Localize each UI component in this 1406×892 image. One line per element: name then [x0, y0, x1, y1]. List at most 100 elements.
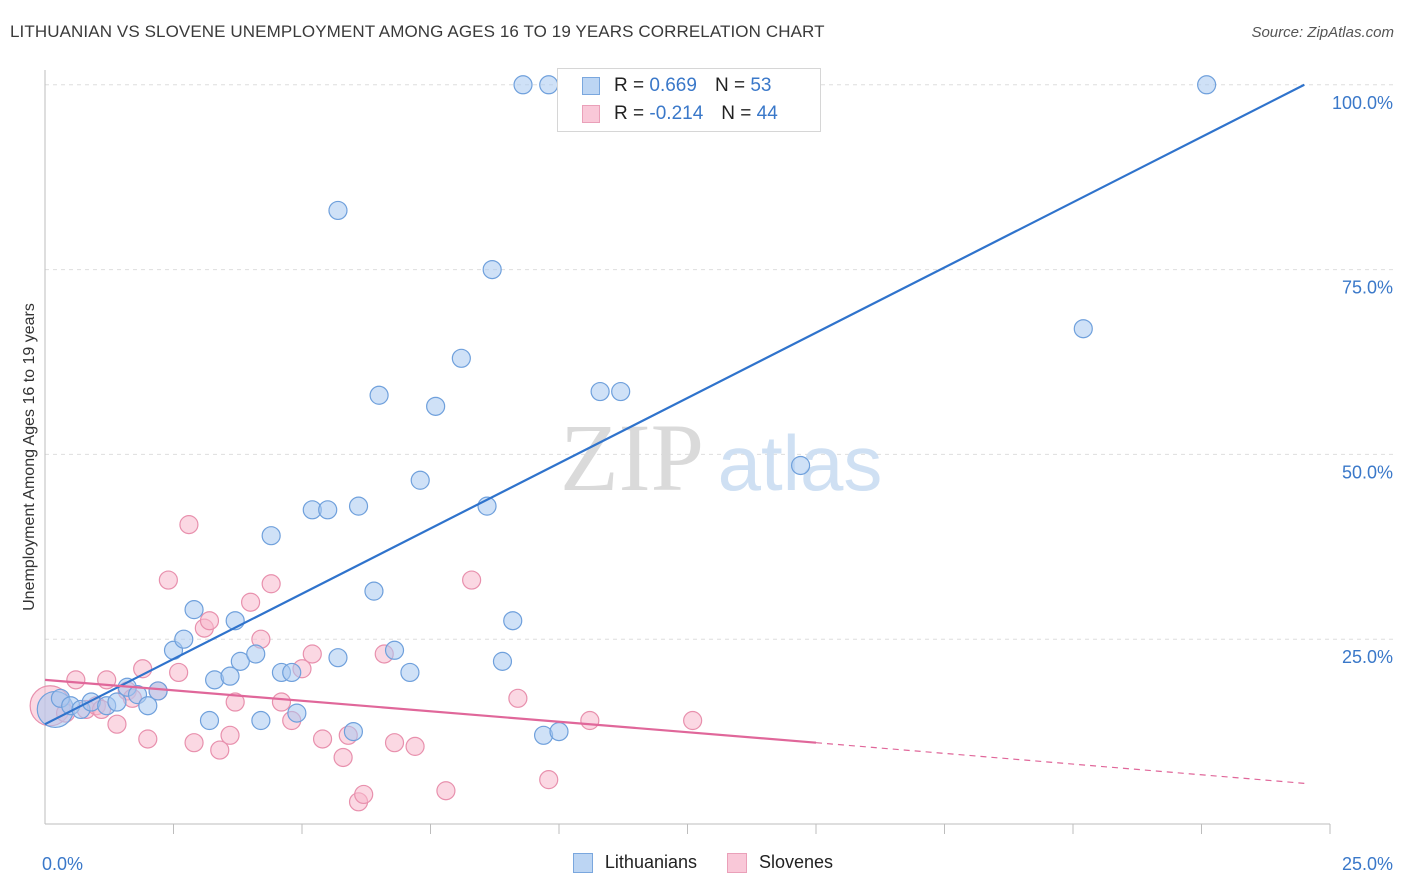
slovene-point — [436, 781, 456, 801]
legend-row-slovenes: R = -0.214 N = 44 — [582, 101, 778, 127]
slovene-point — [158, 570, 178, 590]
watermark: ZIP atlas — [560, 404, 882, 511]
correlation-legend: R = 0.669 N = 53 R = -0.214 N = 44 — [557, 68, 821, 132]
slovene-point — [354, 784, 374, 805]
legend-label-slovenes: Slovenes — [759, 852, 834, 872]
legend-swatch-pink — [582, 105, 600, 123]
series-legend: Lithuanians Slovenes — [0, 852, 1406, 873]
slovene-point — [462, 570, 482, 590]
r-label: R = — [614, 75, 645, 96]
lithuanian-point — [107, 692, 127, 712]
slovenes-trend-extension — [815, 742, 1305, 784]
slovenes-trend-line — [44, 678, 817, 744]
grid-lines — [45, 84, 1394, 640]
lithuanian-point — [590, 381, 610, 402]
lithuanian-point — [287, 703, 307, 723]
slovene-point — [508, 688, 528, 708]
legend-swatch-pink — [727, 852, 747, 873]
legend-label-lithuanians: Lithuanians — [604, 852, 697, 872]
lithuanian-point — [174, 629, 194, 649]
lithuanians-trend-line — [44, 83, 1305, 726]
lithuanian-point — [369, 385, 389, 405]
lithuanian-point — [503, 611, 523, 631]
n-value: 53 — [750, 75, 772, 96]
y-tick-label: 100.0% — [1332, 93, 1393, 113]
lithuanian-point — [328, 648, 348, 668]
lithuanian-point — [426, 396, 446, 416]
lithuanian-point — [199, 710, 220, 731]
x-tick-label: 25.0% — [1342, 854, 1393, 874]
lithuanian-point — [148, 681, 168, 701]
n-label: N = — [721, 103, 752, 124]
lithuanian-point — [410, 470, 430, 490]
lithuanian-point — [549, 721, 569, 742]
lithuanian-point — [482, 259, 502, 280]
watermark-zip: ZIP — [560, 404, 704, 511]
slovene-point — [539, 770, 559, 790]
lithuanian-point — [138, 696, 158, 716]
slovene-point — [225, 692, 245, 712]
x-tick-label: 0.0% — [42, 854, 83, 874]
y-tick-label: 50.0% — [1342, 462, 1393, 482]
lithuanian-point — [261, 526, 281, 546]
lithuanian-point — [384, 640, 405, 660]
lithuanian-point — [318, 500, 338, 520]
lithuanian-point — [343, 721, 363, 742]
lithuanian-point — [492, 651, 513, 671]
source-credit: Source: ZipAtlas.com — [1251, 24, 1394, 41]
tick-labels: 25.0% 50.0% 75.0% 100.0% 0.0% 25.0% — [42, 93, 1393, 874]
legend-swatch-blue — [572, 852, 593, 873]
lithuanian-point — [246, 644, 266, 664]
lithuanian-point — [539, 75, 559, 95]
slovene-point — [169, 662, 189, 683]
y-tick-label: 25.0% — [1342, 647, 1393, 667]
r-value: -0.214 — [649, 103, 704, 124]
r-label: R = — [614, 103, 645, 124]
slovene-point — [312, 729, 333, 749]
lithuanian-point — [400, 662, 420, 683]
legend-item-lithuanians: Lithuanians — [572, 852, 697, 873]
slovene-point — [241, 592, 261, 612]
lithuanian-point — [251, 710, 271, 731]
n-label: N = — [714, 75, 746, 96]
legend-row-lithuanians: R = 0.669 N = 53 — [582, 73, 771, 99]
lithuanian-point — [282, 662, 302, 683]
lithuanian-point — [451, 348, 471, 368]
slovene-point — [138, 729, 158, 749]
lithuanian-point — [1073, 319, 1093, 339]
slovene-point — [333, 747, 353, 768]
lithuanian-point — [220, 666, 240, 686]
r-value: 0.669 — [649, 75, 697, 96]
slovene-point — [271, 692, 292, 712]
slovene-point — [210, 740, 230, 760]
slovene-point — [66, 670, 86, 690]
legend-swatch-blue — [582, 77, 600, 95]
slovene-point — [405, 736, 425, 756]
slovene-point — [580, 710, 600, 731]
slovene-point — [384, 733, 405, 753]
slovene-point — [184, 733, 204, 753]
lithuanian-point — [184, 600, 204, 620]
lithuanian-point — [1197, 75, 1217, 95]
lithuanian-point — [348, 496, 369, 516]
trend-lines — [44, 83, 1305, 784]
lithuanian-point — [328, 200, 348, 221]
lithuanians-points — [36, 75, 1217, 745]
n-value: 44 — [756, 103, 778, 124]
lithuanian-point — [230, 651, 250, 671]
slovene-point — [261, 574, 281, 594]
lithuanian-point — [611, 381, 631, 402]
lithuanian-point — [513, 75, 533, 95]
lithuanian-point — [364, 581, 384, 601]
lithuanian-point — [790, 455, 811, 476]
chart-title: LITHUANIAN VS SLOVENE UNEMPLOYMENT AMONG… — [10, 22, 825, 41]
slovenes-points — [29, 515, 703, 812]
legend-item-slovenes: Slovenes — [727, 852, 833, 873]
y-tick-label: 75.0% — [1342, 278, 1393, 298]
slovene-point — [220, 725, 240, 745]
slovene-point — [179, 515, 199, 535]
slovene-point — [107, 714, 127, 734]
slovene-point — [199, 611, 220, 631]
slovene-point — [302, 644, 322, 664]
